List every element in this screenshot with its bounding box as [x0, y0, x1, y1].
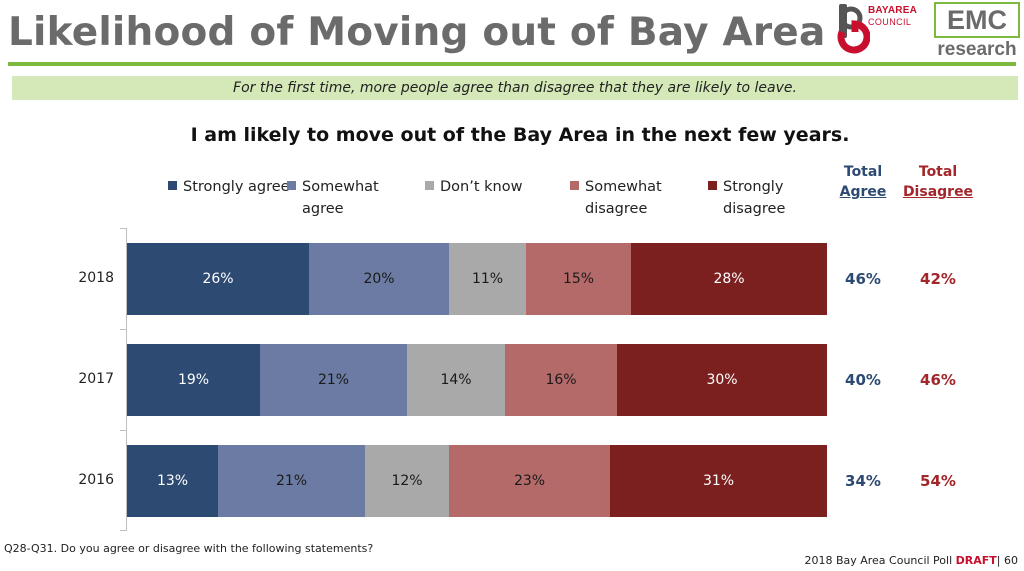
- total-disagree-header-line1: Total: [918, 164, 958, 180]
- seg-strongly-agree: 26%: [127, 243, 309, 315]
- subtitle-band: For the first time, more people agree th…: [12, 76, 1018, 100]
- question-footnote: Q28-Q31. Do you agree or disagree with t…: [4, 542, 374, 555]
- subtitle-text: For the first time, more people agree th…: [233, 80, 797, 96]
- total-agree-value: 40%: [845, 371, 881, 389]
- seg-somewhat-agree: 20%: [309, 243, 449, 315]
- page-title: Likelihood of Moving out of Bay Area: [8, 10, 826, 55]
- legend-label: Strongly agree: [183, 179, 290, 195]
- total-agree-header-line1: Total: [843, 164, 883, 180]
- seg-somewhat-agree: 21%: [218, 445, 365, 517]
- legend-strongly-disagree: Strongly disagree: [708, 176, 831, 220]
- total-disagree-header-line2: Disagree: [902, 184, 974, 200]
- seg-somewhat-disagree: 16%: [505, 344, 617, 416]
- legend-label: Don’t know: [440, 179, 523, 195]
- legend-strongly-agree: Strongly agree: [168, 176, 291, 198]
- footer-source-text: 2018 Bay Area Council Poll: [804, 554, 953, 567]
- legend-dont-know: Don’t know: [425, 176, 548, 198]
- seg-strongly-agree: 19%: [127, 344, 260, 416]
- legend-label: Strongly disagree: [723, 179, 786, 217]
- seg-dont-know: 12%: [365, 445, 449, 517]
- emc-research-logo: EMC research: [934, 2, 1020, 62]
- legend-swatch: [425, 181, 434, 190]
- seg-strongly-disagree: 30%: [617, 344, 827, 416]
- legend-label: Somewhat agree: [302, 179, 379, 217]
- category-label: 2016: [78, 472, 114, 488]
- total-disagree-header: Total Disagree: [893, 162, 983, 202]
- total-agree-header: Total Agree: [818, 162, 908, 202]
- bac-line1: BAYAREA: [868, 5, 918, 16]
- bac-line2: COUNCIL: [868, 17, 912, 27]
- chart-title: I am likely to move out of the Bay Area …: [190, 124, 850, 146]
- legend-somewhat-agree: Somewhat agree: [287, 176, 410, 220]
- total-agree-value: 34%: [845, 472, 881, 490]
- legend-label: Somewhat disagree: [585, 179, 662, 217]
- legend-somewhat-disagree: Somewhat disagree: [570, 176, 693, 220]
- category-label: 2017: [78, 371, 114, 387]
- emc-sub: research: [937, 39, 1017, 60]
- bar-row: 19% 21% 14% 16% 30%: [127, 344, 827, 416]
- total-disagree-value: 42%: [920, 270, 956, 288]
- legend-swatch: [287, 181, 296, 190]
- seg-somewhat-disagree: 23%: [449, 445, 610, 517]
- seg-strongly-disagree: 28%: [631, 243, 827, 315]
- seg-dont-know: 11%: [449, 243, 526, 315]
- legend-swatch: [570, 181, 579, 190]
- bay-area-council-mark-icon: [837, 4, 871, 54]
- total-disagree-value: 54%: [920, 472, 956, 490]
- bar-row: 26% 20% 11% 15% 28%: [127, 243, 827, 315]
- footer-page: | 60: [996, 554, 1018, 567]
- category-label: 2018: [78, 270, 114, 286]
- legend-swatch: [708, 181, 717, 190]
- title-divider: [8, 62, 1016, 66]
- seg-somewhat-disagree: 15%: [526, 243, 631, 315]
- total-disagree-value: 46%: [920, 371, 956, 389]
- legend-swatch: [168, 181, 177, 190]
- emc-box: EMC: [934, 2, 1020, 38]
- bay-area-council-wordmark: BAYAREA COUNCIL: [868, 6, 917, 27]
- seg-dont-know: 14%: [407, 344, 505, 416]
- axis-tick: [120, 530, 127, 531]
- seg-strongly-agree: 13%: [127, 445, 218, 517]
- seg-strongly-disagree: 31%: [610, 445, 827, 517]
- footer-draft: DRAFT: [955, 554, 997, 567]
- axis-tick: [120, 228, 127, 229]
- seg-somewhat-agree: 21%: [260, 344, 407, 416]
- bar-row: 13% 21% 12% 23% 31%: [127, 445, 827, 517]
- total-agree-header-line2: Agree: [839, 184, 887, 200]
- total-agree-value: 46%: [845, 270, 881, 288]
- axis-tick: [120, 430, 127, 431]
- category-axis: [126, 228, 127, 530]
- axis-tick: [120, 329, 127, 330]
- footer-source: 2018 Bay Area Council Poll DRAFT| 60: [804, 554, 1018, 567]
- bay-area-council-logo: BAYAREA COUNCIL: [836, 2, 932, 58]
